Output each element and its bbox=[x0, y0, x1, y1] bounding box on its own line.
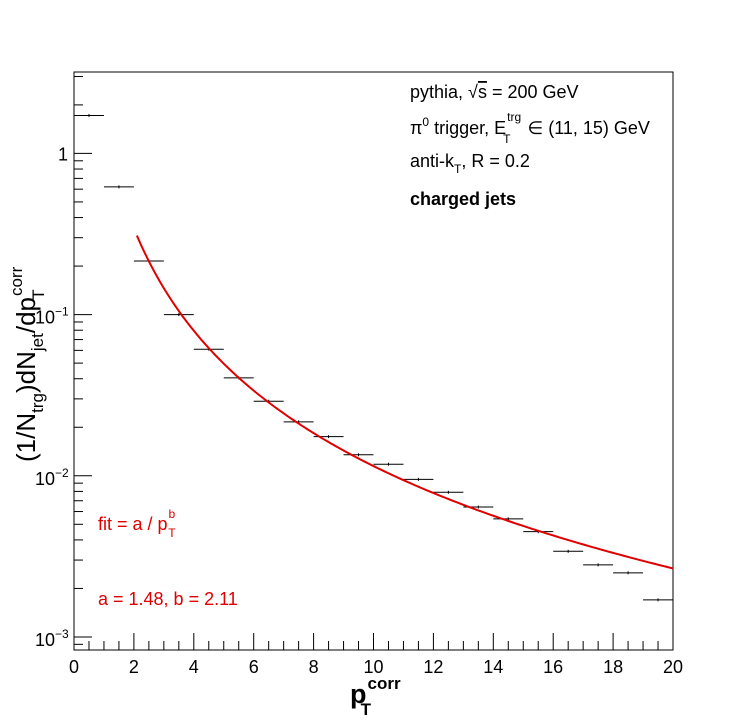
annotation-line-3: anti-kT, R = 0.2 bbox=[410, 151, 530, 176]
data-point bbox=[613, 571, 644, 575]
x-tick-label: 10 bbox=[363, 657, 383, 677]
x-tick-label: 18 bbox=[603, 657, 623, 677]
data-point bbox=[433, 490, 464, 494]
annotation-line-4: charged jets bbox=[410, 189, 516, 209]
x-tick-label: 20 bbox=[663, 657, 683, 677]
x-tick-label: 16 bbox=[543, 657, 563, 677]
x-tick-label: 2 bbox=[129, 657, 139, 677]
y-tick-label: 1 bbox=[58, 144, 68, 164]
fit-parameters: a = 1.48, b = 2.11 bbox=[98, 589, 238, 609]
data-point bbox=[343, 453, 374, 457]
x-tick-label: 8 bbox=[309, 657, 319, 677]
annotation-line-1: pythia, √s = 200 GeV bbox=[410, 82, 579, 102]
y-tick-label: 10−2 bbox=[35, 466, 69, 489]
x-tick-label: 14 bbox=[483, 657, 503, 677]
fit-label: fit = a / pb T bbox=[98, 507, 176, 540]
data-point bbox=[74, 113, 104, 117]
x-tick-label: 6 bbox=[249, 657, 259, 677]
data-point bbox=[553, 549, 584, 553]
y-tick-label: 10−1 bbox=[35, 305, 69, 328]
x-tick-label: 4 bbox=[189, 657, 199, 677]
data-point bbox=[163, 313, 194, 317]
x-axis: 0 2 4 6 8 10 12 14 16 18 20 bbox=[69, 633, 683, 677]
x-tick-label: 0 bbox=[69, 657, 79, 677]
y-axis: 1 10−1 10−2 10−3 bbox=[35, 76, 92, 650]
fit-curve bbox=[135, 235, 674, 570]
data-point bbox=[583, 563, 614, 567]
data-point bbox=[403, 477, 434, 481]
data-point bbox=[103, 185, 134, 189]
data-point bbox=[643, 598, 673, 602]
y-axis-title: (1/Ntrg)dNjet/dpcorr T bbox=[7, 266, 48, 462]
data-points bbox=[74, 113, 673, 602]
y-tick-label: 10−3 bbox=[35, 627, 69, 650]
x-axis-title: pcorr T bbox=[350, 674, 401, 719]
annotation-line-2: π0 trigger, Etrg T ∈ (11, 15) GeV bbox=[410, 110, 650, 146]
x-tick-label: 12 bbox=[423, 657, 443, 677]
data-point bbox=[373, 462, 404, 466]
